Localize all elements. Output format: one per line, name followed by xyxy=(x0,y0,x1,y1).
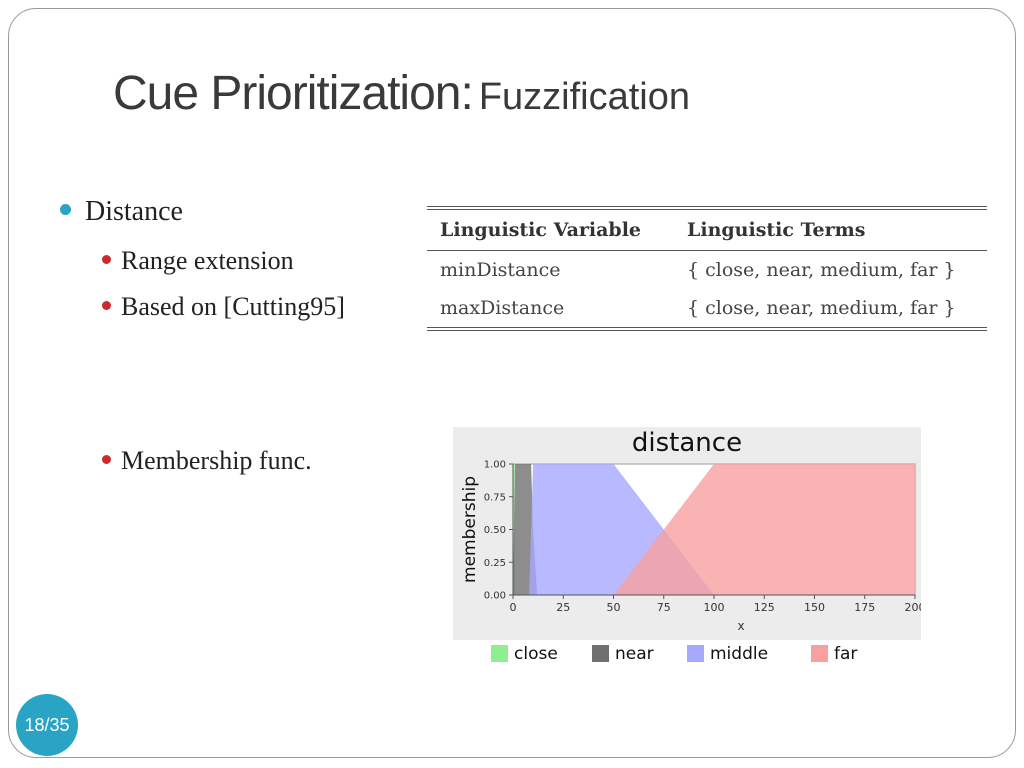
x-tick-label: 0 xyxy=(510,601,517,614)
y-tick-label: 0.25 xyxy=(484,558,506,569)
x-tick-label: 75 xyxy=(657,601,671,614)
membership-chart-svg: distance 0 25 50 75 100 125 150 175 200 0.00 0.25 0.… xyxy=(453,428,922,671)
bullet-text: Membership func. xyxy=(121,446,312,475)
y-tick-label: 0.75 xyxy=(484,492,506,503)
bullet-text: Distance xyxy=(85,196,183,227)
linguistic-table: Linguistic Variable Linguistic Terms min… xyxy=(427,206,987,331)
y-tick-label: 1.00 xyxy=(484,460,506,471)
x-tick-label: 25 xyxy=(556,601,570,614)
slide-title: Cue Prioritization: Fuzzification xyxy=(113,66,690,121)
bullet-text: Range extension xyxy=(121,246,294,275)
bullet-dot-icon xyxy=(60,204,71,216)
table-mid-rule xyxy=(427,250,987,251)
bullet-dot-icon xyxy=(102,300,111,310)
table-cell: { close, near, medium, far } xyxy=(687,259,956,281)
legend-label-close: close xyxy=(514,644,558,664)
x-tick-label: 200 xyxy=(905,601,922,614)
title-sub: Fuzzification xyxy=(478,76,691,118)
table-bottom-rule xyxy=(427,327,987,331)
table-header-row: Linguistic Variable Linguistic Terms xyxy=(427,210,987,250)
bullet-dot-icon xyxy=(102,254,111,264)
legend-label-far: far xyxy=(834,644,857,664)
x-axis-label: x xyxy=(737,619,744,633)
table-header-cell: Linguistic Variable xyxy=(440,219,642,241)
title-main: Cue Prioritization: xyxy=(113,67,474,120)
membership-chart: distance 0 25 50 75 100 125 150 175 200 0.00 0.25 0.… xyxy=(453,427,921,671)
legend-swatch-near xyxy=(592,645,609,662)
table-cell: maxDistance xyxy=(440,297,565,319)
bullet-membership: Membership func. xyxy=(102,446,312,476)
bullet-range-extension: Range extension xyxy=(102,246,294,276)
y-tick-label: 0.00 xyxy=(484,591,506,602)
legend-swatch-far xyxy=(811,645,828,662)
legend-swatch-middle xyxy=(687,645,704,662)
chart-title: distance xyxy=(632,428,742,458)
bullet-based-on: Based on [Cutting95] xyxy=(102,292,345,322)
legend-label-middle: middle xyxy=(710,644,768,664)
y-axis-label: membership xyxy=(460,476,480,583)
table-top-rule xyxy=(427,206,987,210)
table-cell: minDistance xyxy=(440,259,561,281)
table-row: maxDistance { close, near, medium, far } xyxy=(427,289,987,327)
bullet-dot-icon xyxy=(102,454,111,464)
x-tick-label: 50 xyxy=(607,601,621,614)
x-tick-label: 175 xyxy=(854,601,875,614)
x-tick-label: 150 xyxy=(804,601,825,614)
y-tick-label: 0.50 xyxy=(484,525,506,536)
bullet-distance: Distance xyxy=(60,196,183,228)
table-header-cell: Linguistic Terms xyxy=(687,219,866,241)
table-cell: { close, near, medium, far } xyxy=(687,297,956,319)
bullet-text: Based on [Cutting95] xyxy=(121,292,345,321)
legend-swatch-close xyxy=(491,645,508,662)
series-area-far xyxy=(613,464,915,595)
page-number-badge: 18/35 xyxy=(16,694,78,756)
x-tick-label: 125 xyxy=(754,601,775,614)
legend-label-near: near xyxy=(615,644,654,664)
table-row: minDistance { close, near, medium, far } xyxy=(427,251,987,289)
table-body: minDistance { close, near, medium, far }… xyxy=(427,251,987,327)
x-tick-label: 100 xyxy=(704,601,725,614)
